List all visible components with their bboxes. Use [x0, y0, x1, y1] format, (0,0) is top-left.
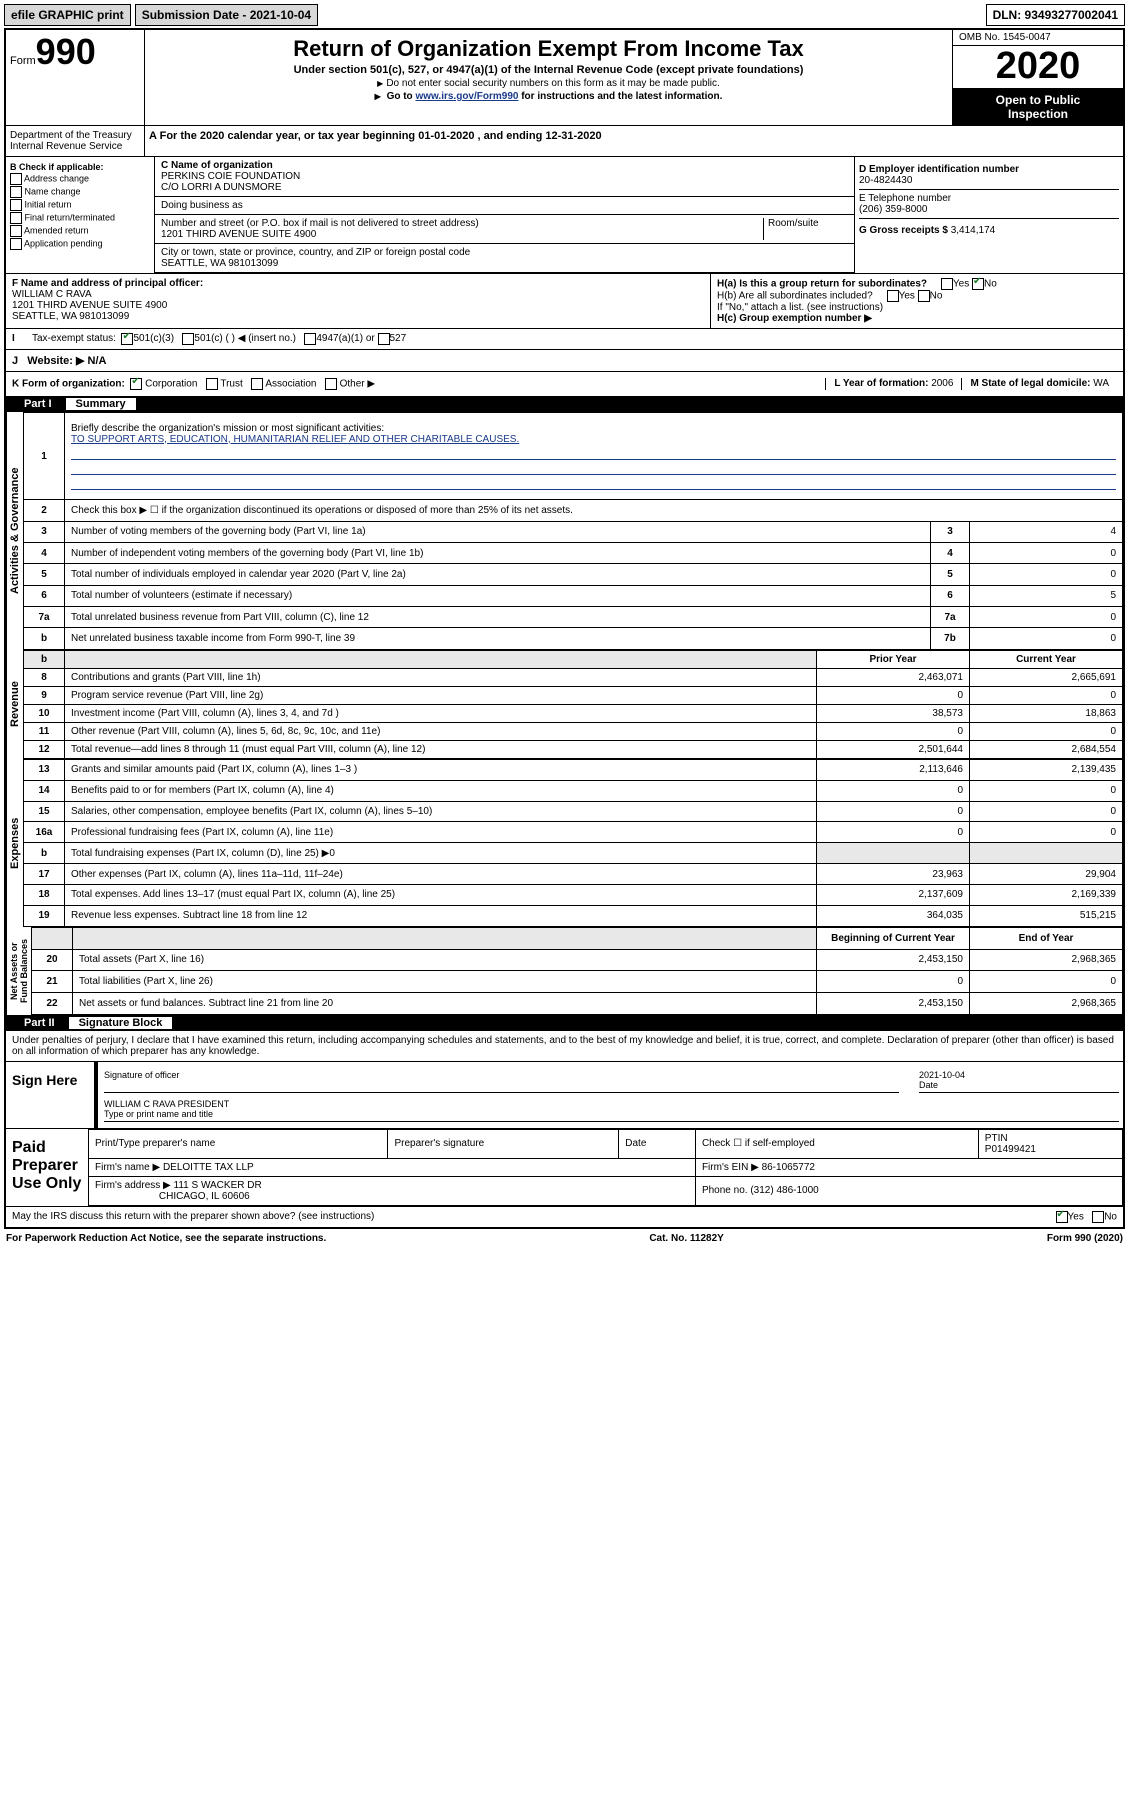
form-id: Form990: [6, 30, 145, 125]
line-a: A For the 2020 calendar year, or tax yea…: [145, 126, 1123, 156]
mission-text: TO SUPPORT ARTS, EDUCATION, HUMANITARIAN…: [71, 434, 1116, 445]
note-1: Do not enter social security numbers on …: [149, 78, 948, 89]
year-box: OMB No. 1545-0047 2020 Open to PublicIns…: [953, 30, 1123, 125]
dept-treasury: Department of the Treasury Internal Reve…: [6, 126, 145, 156]
gross-receipts: 3,414,174: [951, 225, 996, 236]
top-bar: efile GRAPHIC print Submission Date - 20…: [4, 4, 1125, 26]
row-i: I Tax-exempt status: 501(c)(3) 501(c) ( …: [6, 328, 1123, 349]
form-container: Form990 Return of Organization Exempt Fr…: [4, 28, 1125, 1229]
efile-btn[interactable]: efile GRAPHIC print: [4, 4, 131, 26]
expenses-section: Expenses 13Grants and similar amounts pa…: [6, 759, 1123, 927]
form-label: Form: [10, 55, 36, 67]
vlabel-rev: Revenue: [6, 650, 23, 759]
row-fgh: F Name and address of principal officer:…: [6, 273, 1123, 328]
block-c: C Name of organization PERKINS COIE FOUN…: [155, 157, 855, 273]
block-f: F Name and address of principal officer:…: [6, 274, 711, 328]
dln: DLN: 93493277002041: [986, 4, 1125, 26]
phone: (206) 359-8000: [859, 204, 1119, 215]
vlabel-ag: Activities & Governance: [6, 412, 23, 650]
title-area: Return of Organization Exempt From Incom…: [145, 30, 953, 125]
header-row: Form990 Return of Organization Exempt Fr…: [6, 30, 1123, 125]
submission-date: Submission Date - 2021-10-04: [135, 4, 318, 26]
irs-link[interactable]: www.irs.gov/Form990: [415, 91, 518, 102]
declaration: Under penalties of perjury, I declare th…: [6, 1031, 1123, 1061]
discuss-row: May the IRS discuss this return with the…: [6, 1206, 1123, 1227]
org-name: PERKINS COIE FOUNDATION: [161, 171, 848, 182]
block-b: B Check if applicable: Address change Na…: [6, 157, 155, 273]
form-number: 990: [36, 31, 96, 72]
omb-number: OMB No. 1545-0047: [953, 30, 1123, 46]
blocks-bcd: B Check if applicable: Address change Na…: [6, 156, 1123, 273]
footer: For Paperwork Reduction Act Notice, see …: [4, 1229, 1125, 1248]
subtitle: Under section 501(c), 527, or 4947(a)(1)…: [149, 64, 948, 76]
ein: 20-4824430: [859, 175, 1119, 186]
tax-year: 2020: [953, 46, 1123, 89]
paid-preparer: Paid Preparer Use Only Print/Type prepar…: [6, 1128, 1123, 1206]
block-h: H(a) Is this a group return for subordin…: [711, 274, 1123, 328]
vlabel-na: Net Assets or Fund Balances: [6, 927, 31, 1015]
main-title: Return of Organization Exempt From Incom…: [149, 36, 948, 62]
revenue-section: Revenue bPrior YearCurrent Year 8Contrib…: [6, 650, 1123, 759]
part2-header: Part II Signature Block: [6, 1015, 1123, 1031]
row-k: K Form of organization: Corporation Trus…: [6, 371, 1123, 396]
note-2: Go to www.irs.gov/Form990 for instructio…: [149, 91, 948, 102]
open-public: Open to PublicInspection: [953, 89, 1123, 125]
activities-governance-section: Activities & Governance 1 Briefly descri…: [6, 412, 1123, 650]
part1-header: Part I Summary: [6, 396, 1123, 412]
block-d: D Employer identification number 20-4824…: [855, 157, 1123, 273]
row-j: J Website: ▶ N/A: [6, 349, 1123, 371]
sign-here: Sign Here Signature of officer 2021-10-0…: [6, 1061, 1123, 1128]
vlabel-exp: Expenses: [6, 759, 23, 927]
net-assets-section: Net Assets or Fund Balances Beginning of…: [6, 927, 1123, 1015]
dept-row: Department of the Treasury Internal Reve…: [6, 125, 1123, 156]
